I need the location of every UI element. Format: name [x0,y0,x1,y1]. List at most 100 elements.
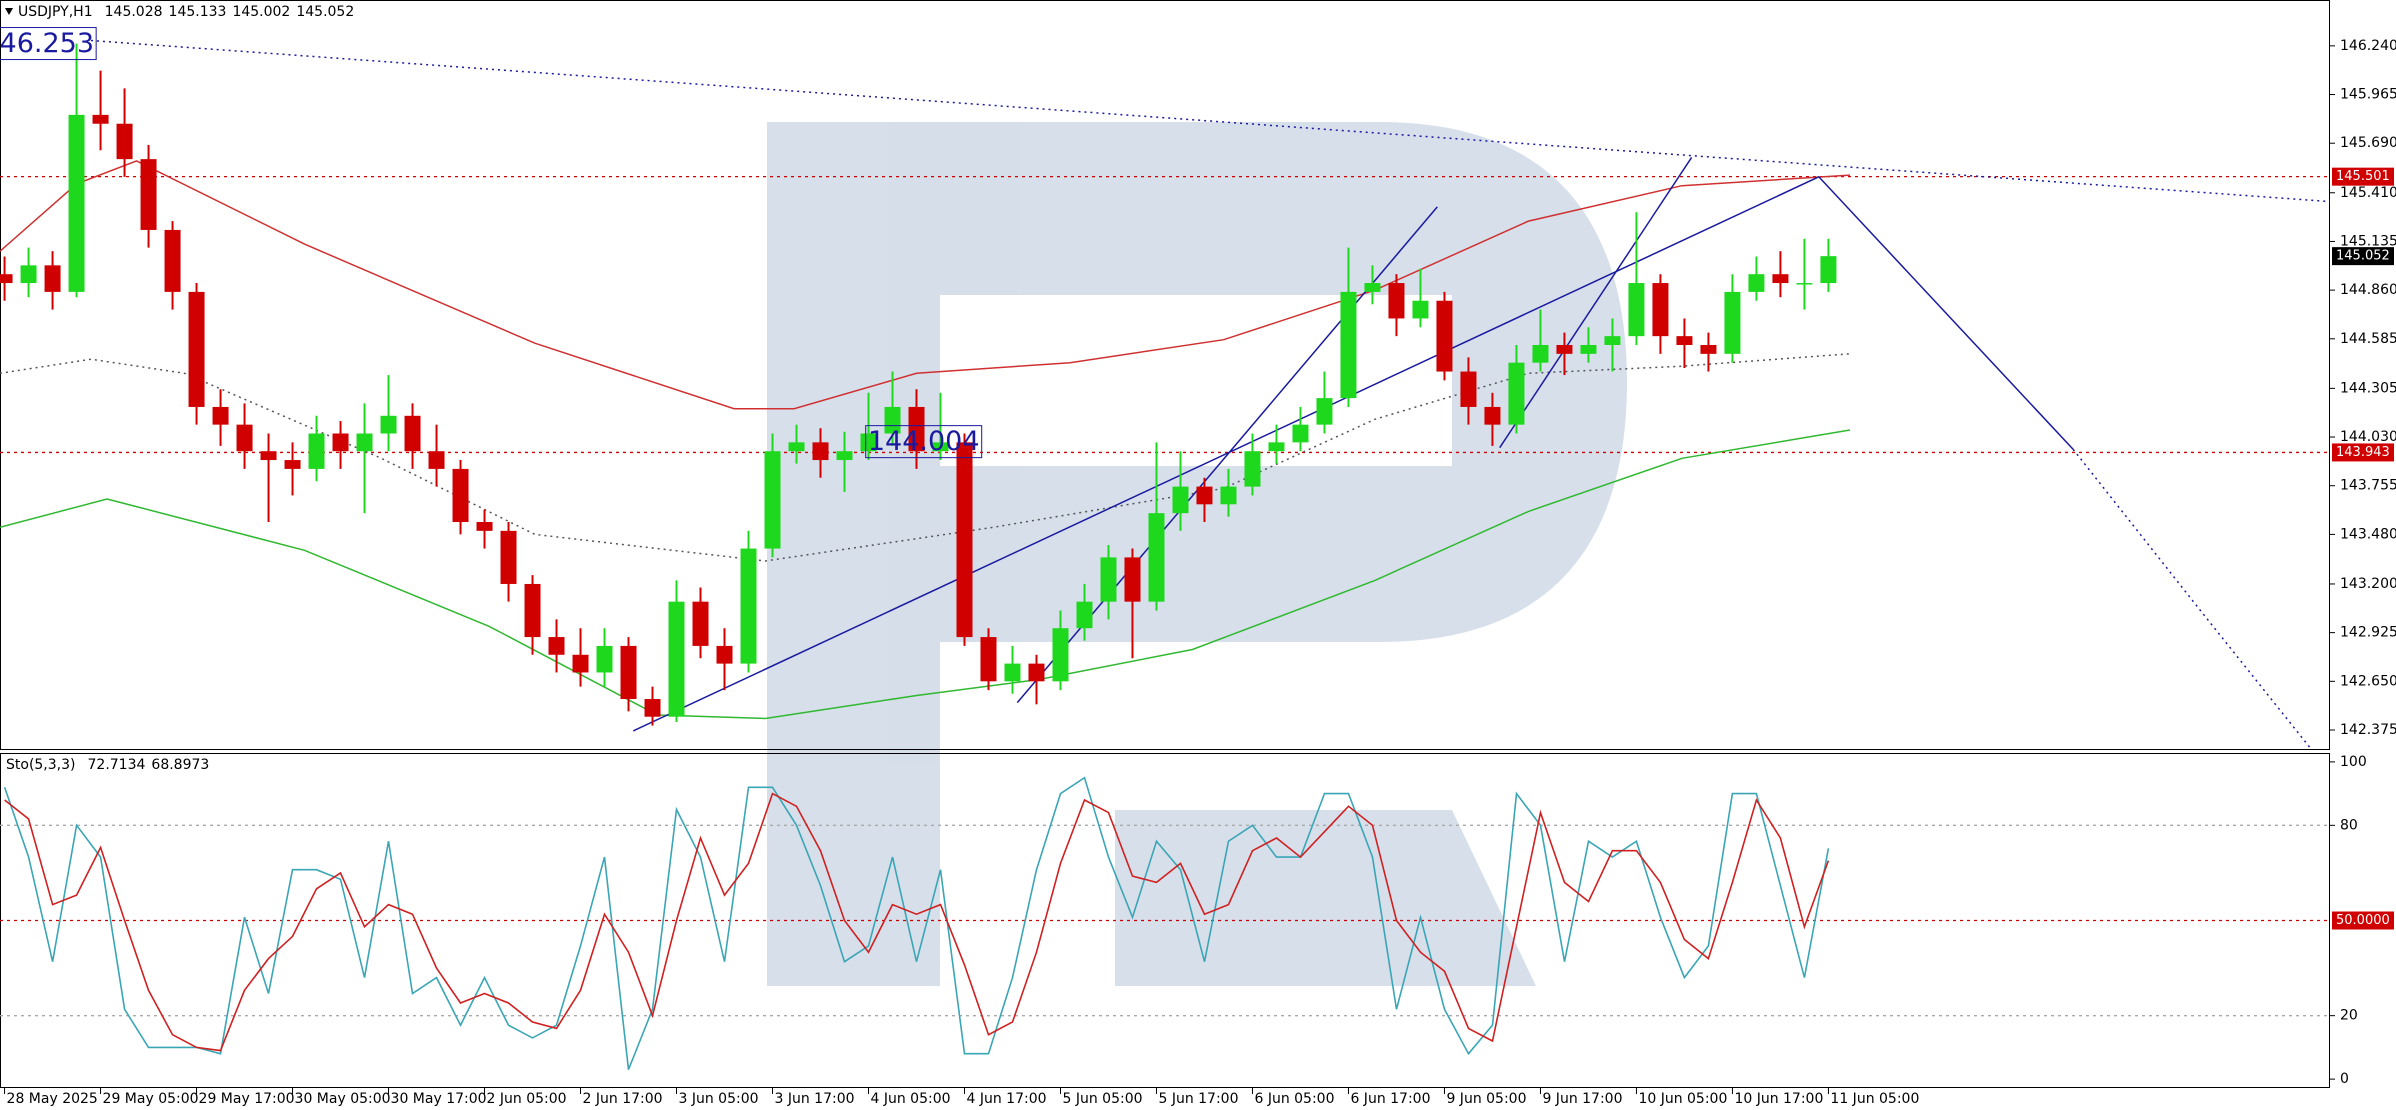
candle-body [692,601,709,646]
x-tick-label: 2 Jun 05:00 [487,1091,567,1107]
overlay-line [90,39,2331,203]
y-tick-label: 144.585 [2340,331,2396,347]
candle-body [1316,398,1333,425]
annotation: 146.253 [0,27,97,61]
candle-body [1364,283,1381,292]
candle-body [980,637,997,682]
candle-body [428,451,445,469]
x-tick-label: 3 Jun 17:00 [775,1091,855,1107]
price-label-text: 145.052 [2336,249,2390,264]
x-tick-label: 6 Jun 17:00 [1350,1091,1430,1107]
header-value: 68.8973 [151,757,209,773]
candle-body [1724,291,1741,354]
candle-body [1196,486,1213,505]
candle-body [1028,663,1045,682]
candle-body [1100,557,1117,602]
candle-body [20,265,37,284]
header-value: 72.7134 [88,757,146,773]
candle-body [860,433,877,452]
candle-body [188,291,205,407]
candle-body [908,406,925,452]
annotation: 144.004 [865,425,983,459]
candle-body [788,442,805,452]
header-value: 145.002 [232,4,290,20]
y-tick-label: 143.200 [2340,576,2396,592]
menu-arrow[interactable] [5,8,13,15]
header-value: 145.028 [105,4,163,20]
candle-body [1628,283,1645,337]
level-label-box [2332,911,2394,930]
price-label-box [2332,247,2394,266]
x-tick-label: 9 Jun 05:00 [1446,1091,1526,1107]
panel-title: Sto(5,3,3) [6,757,76,773]
candle-body [764,451,781,549]
candle-body [1052,628,1069,682]
candle-body [644,699,661,717]
candle-body [1508,362,1525,425]
overlay-line [0,353,1851,562]
x-tick-label: 29 May 05:00 [103,1091,199,1107]
y-tick-label: 142.650 [2340,673,2396,689]
level-label-box [2332,167,2394,186]
candle-body [620,645,637,700]
candle-body [1460,371,1477,407]
candle-body [1652,283,1669,337]
candle-body [596,645,613,673]
x-tick-label: 4 Jun 17:00 [966,1091,1046,1107]
annotation-text: 146.253 [0,28,94,59]
level-label-text: 143.943 [2336,445,2390,460]
candle-body [68,114,85,292]
annotation-text: 144.004 [868,426,980,457]
y-tick-label: 20 [2340,1008,2358,1024]
candle-body [164,229,181,292]
y-tick-label: 80 [2340,817,2358,833]
level-label: 145.501 [2332,167,2394,186]
candle-body [1388,283,1405,319]
candle-body [356,433,373,452]
candle-body [308,433,325,469]
candle-body [140,159,157,230]
candle-body [716,645,733,664]
overlay-line [2072,448,2312,750]
candle-body [116,123,133,160]
main-panel-frame [0,0,2330,750]
x-tick-label: 5 Jun 17:00 [1158,1091,1238,1107]
x-tick-label: 29 May 17:00 [199,1091,295,1107]
y-tick-label: 100 [2340,754,2367,770]
header-value: 145.133 [169,4,227,20]
level-label: 50.0000 [2332,911,2394,930]
candle-body [572,654,589,673]
y-tick-label: 146.240 [2340,38,2396,54]
candle-body [44,265,61,292]
candle-body [1244,451,1261,487]
candle-body [236,424,253,452]
candle-body [1172,486,1189,514]
y-tick-label: 144.030 [2340,429,2396,445]
candle-body [1556,344,1573,354]
candle-body [1412,300,1429,319]
candle-body [1748,274,1765,292]
candle-body [668,601,685,717]
candle-body [1004,663,1021,682]
candle-body [260,451,277,461]
candle-body [1772,274,1789,284]
candle-body [1436,300,1453,372]
y-tick-label: 142.925 [2340,625,2396,641]
candle-body [452,468,469,523]
y-tick-label: 143.755 [2340,478,2396,494]
candle-body [1700,344,1717,354]
candle-body [1148,513,1165,602]
x-tick-label: 10 Jun 05:00 [1638,1091,1727,1107]
candle-body [884,406,901,434]
candle-body [932,442,949,452]
overlay-line [0,160,1851,410]
candle-body [1820,256,1837,284]
annotation-box [865,425,983,459]
x-tick-label: 6 Jun 05:00 [1254,1091,1334,1107]
watermark [767,122,1627,986]
y-tick-label: 145.965 [2340,87,2396,103]
candle-body [212,406,229,425]
y-tick-label: 142.375 [2340,722,2396,738]
candle-body [1676,336,1693,345]
x-tick-label: 28 May 2025 [7,1091,98,1107]
